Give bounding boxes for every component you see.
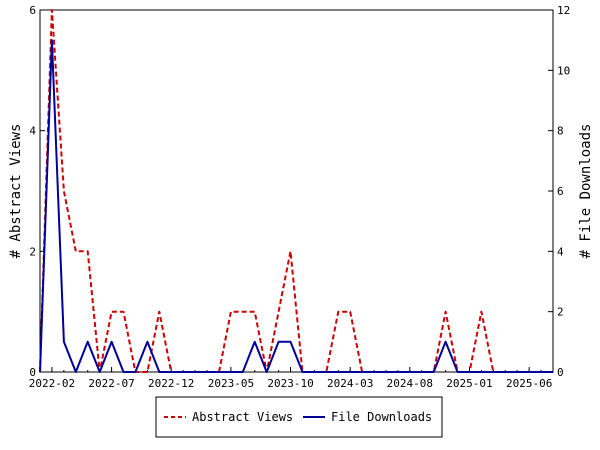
x-tick-label: 2023-10 xyxy=(267,377,313,390)
y2-axis-title: # File Downloads xyxy=(578,124,594,259)
series-layer xyxy=(39,9,553,373)
y2-tick-label: 10 xyxy=(557,64,570,77)
x-tick-label: 2025-01 xyxy=(446,377,492,390)
y2-tick-label: 12 xyxy=(557,4,570,17)
legend: Abstract Views File Downloads xyxy=(155,396,443,438)
x-tick-label: 2024-03 xyxy=(327,377,373,390)
y2-tick-label: 0 xyxy=(557,366,564,379)
x-tick-label: 2024-08 xyxy=(387,377,433,390)
y2-tick-label: 8 xyxy=(557,125,564,138)
y-tick-label: 2 xyxy=(29,245,36,258)
legend-label-abstract-views: Abstract Views xyxy=(192,410,293,424)
y2-tick-label: 2 xyxy=(557,306,564,319)
y-tick-label: 4 xyxy=(29,125,36,138)
y-axis-right: 0 2 4 6 8 10 12 xyxy=(548,4,570,379)
y2-tick-label: 4 xyxy=(557,245,564,258)
y-tick-label: 6 xyxy=(29,4,36,17)
x-tick-label: 2022-02 xyxy=(29,377,75,390)
x-tick-label: 2023-05 xyxy=(208,377,254,390)
series-line-file-downloads xyxy=(39,39,553,373)
x-tick-label: 2022-12 xyxy=(148,377,194,390)
y-tick-label: 0 xyxy=(29,366,36,379)
x-tick-label: 2022-07 xyxy=(88,377,134,390)
x-axis: 2022-02 2022-07 2022-12 2023-05 2023-10 2024-… xyxy=(29,367,554,390)
y2-tick-label: 6 xyxy=(557,185,564,198)
legend-box xyxy=(155,396,443,438)
legend-label-file-downloads: File Downloads xyxy=(331,410,432,424)
y-axis-title: # Abstract Views xyxy=(8,124,24,259)
x-tick-label: 2025-06 xyxy=(506,377,552,390)
